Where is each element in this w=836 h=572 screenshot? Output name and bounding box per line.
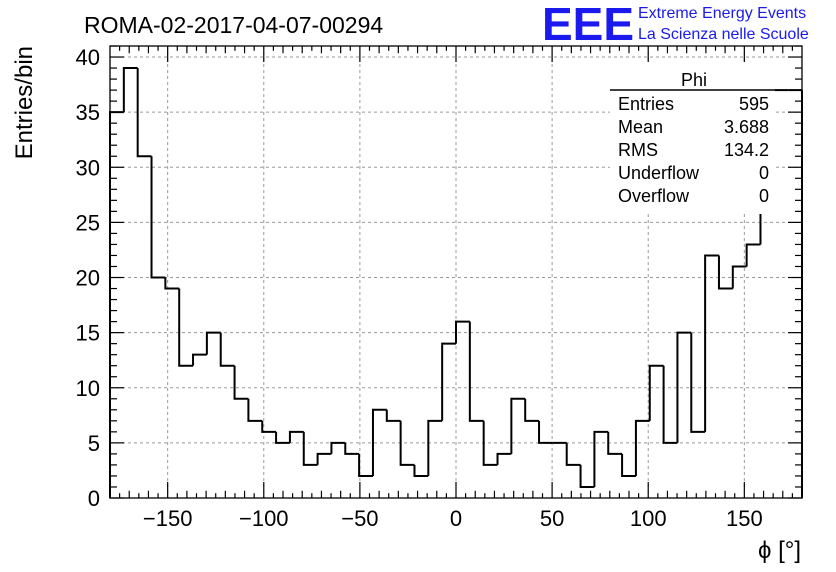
histogram-bin-9 xyxy=(233,365,249,400)
histogram-bin-0 xyxy=(109,111,124,498)
histogram-bin-6 xyxy=(192,353,207,366)
eee-logo: EEE Extreme Energy Events La Scienza nel… xyxy=(542,0,809,50)
histogram-bin-36 xyxy=(607,431,623,455)
stat-value-entries: 595 xyxy=(739,94,769,114)
histogram-bin-33 xyxy=(565,442,581,466)
histogram-bin-1 xyxy=(122,67,138,113)
histogram-bin-12 xyxy=(275,431,290,444)
histogram-bin-10 xyxy=(247,398,263,422)
y-tick-label-6: 30 xyxy=(76,155,100,180)
x-tick-label-6: 150 xyxy=(726,506,763,531)
histogram-bin-8 xyxy=(219,332,235,367)
axis-ticks xyxy=(110,45,802,499)
stats-box-title: Phi xyxy=(681,70,707,90)
stats-rows: Entries 595 Mean 3.688 RMS 134.2 Underflow 0 Ove… xyxy=(618,94,769,206)
x-tick-label-3: 0 xyxy=(450,506,462,531)
x-tick-label-1: −100 xyxy=(239,506,289,531)
histogram-bin-3 xyxy=(150,156,166,279)
x-tick-label-2: −50 xyxy=(341,506,378,531)
histogram-bin-24 xyxy=(441,342,456,421)
histogram-bin-28 xyxy=(496,452,512,465)
histogram-bin-40 xyxy=(662,365,678,444)
stat-value-mean: 3.688 xyxy=(724,117,769,137)
histogram-bin-18 xyxy=(358,453,373,477)
histogram-bin-45 xyxy=(731,265,747,289)
stat-label-entries: Entries xyxy=(618,94,674,114)
histogram-bin-25 xyxy=(455,320,470,344)
histogram-bin-4 xyxy=(164,277,180,290)
histogram-bin-42 xyxy=(690,332,706,433)
y-tick-label-8: 40 xyxy=(76,45,100,70)
histogram-bin-15 xyxy=(316,452,332,465)
histogram-bin-19 xyxy=(371,408,387,476)
y-tick-labels: 0 5 10 15 20 25 30 35 40 xyxy=(76,45,100,511)
histogram-bin-13 xyxy=(288,430,304,443)
histogram-bin-29 xyxy=(510,397,526,454)
histogram-bin-14 xyxy=(302,431,318,466)
histogram-bin-46 xyxy=(745,243,761,267)
histogram-bin-35 xyxy=(593,430,609,487)
x-tick-label-0: −150 xyxy=(143,506,193,531)
histogram-bin-31 xyxy=(538,420,553,444)
histogram-bin-5 xyxy=(178,288,194,367)
stat-value-overflow: 0 xyxy=(759,186,769,206)
stat-value-underflow: 0 xyxy=(759,163,769,183)
histogram-bin-11 xyxy=(261,420,277,433)
x-axis-label: ϕ [°] xyxy=(758,537,801,564)
stats-box: Phi Entries 595 Mean 3.688 RMS 134.2 Underflow… xyxy=(610,62,775,214)
y-tick-label-3: 15 xyxy=(76,321,100,346)
histogram-bin-22 xyxy=(413,464,429,477)
histogram-bin-17 xyxy=(344,442,360,455)
stat-value-rms: 134.2 xyxy=(724,140,769,160)
histogram-bin-26 xyxy=(468,321,484,422)
histogram-bin-2 xyxy=(136,68,152,158)
logo-line-2: La Scienza nelle Scuole xyxy=(638,26,809,43)
stat-label-mean: Mean xyxy=(618,117,663,137)
run-title: ROMA-02-2017-04-07-00294 xyxy=(84,12,383,38)
histogram-bin-38 xyxy=(634,419,650,476)
y-tick-label-0: 0 xyxy=(88,486,100,511)
histogram-bin-37 xyxy=(621,453,636,477)
y-tick-label-1: 5 xyxy=(88,431,100,456)
histogram-bin-23 xyxy=(427,419,443,476)
histogram-bin-21 xyxy=(399,420,415,466)
y-tick-label-5: 25 xyxy=(76,210,100,235)
stat-label-underflow: Underflow xyxy=(618,163,700,183)
x-tick-labels: −150 −100 −50 0 50 100 150 xyxy=(143,506,763,531)
histogram-bin-41 xyxy=(676,331,692,443)
histogram-bin-34 xyxy=(579,464,595,488)
y-tick-label-2: 10 xyxy=(76,376,100,401)
stats-box-background xyxy=(610,62,775,214)
logo-line-1: Extreme Energy Events xyxy=(638,5,806,22)
histogram-bin-44 xyxy=(717,255,733,290)
histogram-bin-16 xyxy=(330,441,346,454)
eee-logo-mark: EEE xyxy=(542,0,634,50)
y-tick-label-7: 35 xyxy=(76,100,100,125)
stat-label-overflow: Overflow xyxy=(618,186,690,206)
y-axis-label: Entries/bin xyxy=(11,46,38,159)
x-tick-label-5: 100 xyxy=(630,506,667,531)
x-tick-label-4: 50 xyxy=(540,506,564,531)
histogram-bin-27 xyxy=(482,420,498,466)
histogram-bin-39 xyxy=(648,364,664,421)
histogram-bin-30 xyxy=(524,398,540,422)
histogram-bin-20 xyxy=(385,409,401,422)
histogram-bin-43 xyxy=(704,254,719,432)
y-tick-label-4: 20 xyxy=(76,266,100,291)
stat-label-rms: RMS xyxy=(618,140,658,160)
histogram-bin-7 xyxy=(205,331,221,355)
